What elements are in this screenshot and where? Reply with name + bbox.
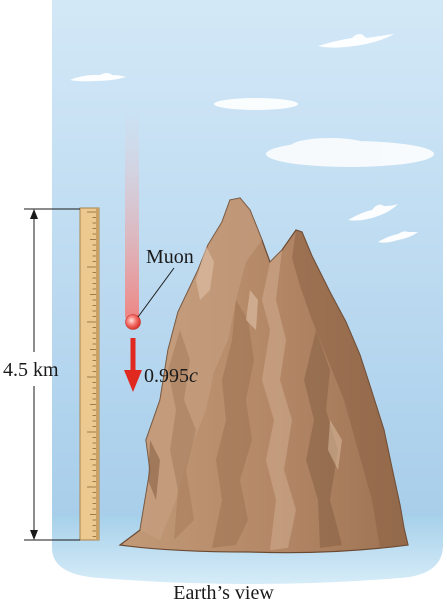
velocity-arrow-shaft bbox=[130, 338, 136, 372]
cloud-icon bbox=[348, 204, 418, 243]
caption: Earth’s view bbox=[173, 582, 274, 604]
muon-trail bbox=[125, 108, 139, 322]
cloud-icon bbox=[318, 34, 394, 48]
speed-value: 0.995 bbox=[144, 365, 189, 387]
speed-unit: c bbox=[189, 365, 198, 387]
arrowhead-up-icon bbox=[30, 209, 38, 219]
height-label: 4.5 km bbox=[3, 359, 59, 381]
muon-leader-line bbox=[137, 267, 175, 318]
mountain bbox=[118, 197, 409, 554]
ruler-ticks bbox=[87, 211, 96, 537]
muon-label: Muon bbox=[146, 246, 194, 268]
down-arrow-icon bbox=[124, 370, 142, 392]
cloud-icon bbox=[70, 73, 126, 82]
cloud-icon bbox=[266, 138, 434, 167]
speed-label: 0.995c bbox=[144, 365, 198, 387]
ruler bbox=[79, 207, 100, 541]
height-dimension bbox=[24, 208, 80, 541]
arrowhead-down-icon bbox=[30, 530, 38, 540]
cloud-icon bbox=[214, 98, 298, 110]
muon-icon bbox=[125, 314, 141, 330]
